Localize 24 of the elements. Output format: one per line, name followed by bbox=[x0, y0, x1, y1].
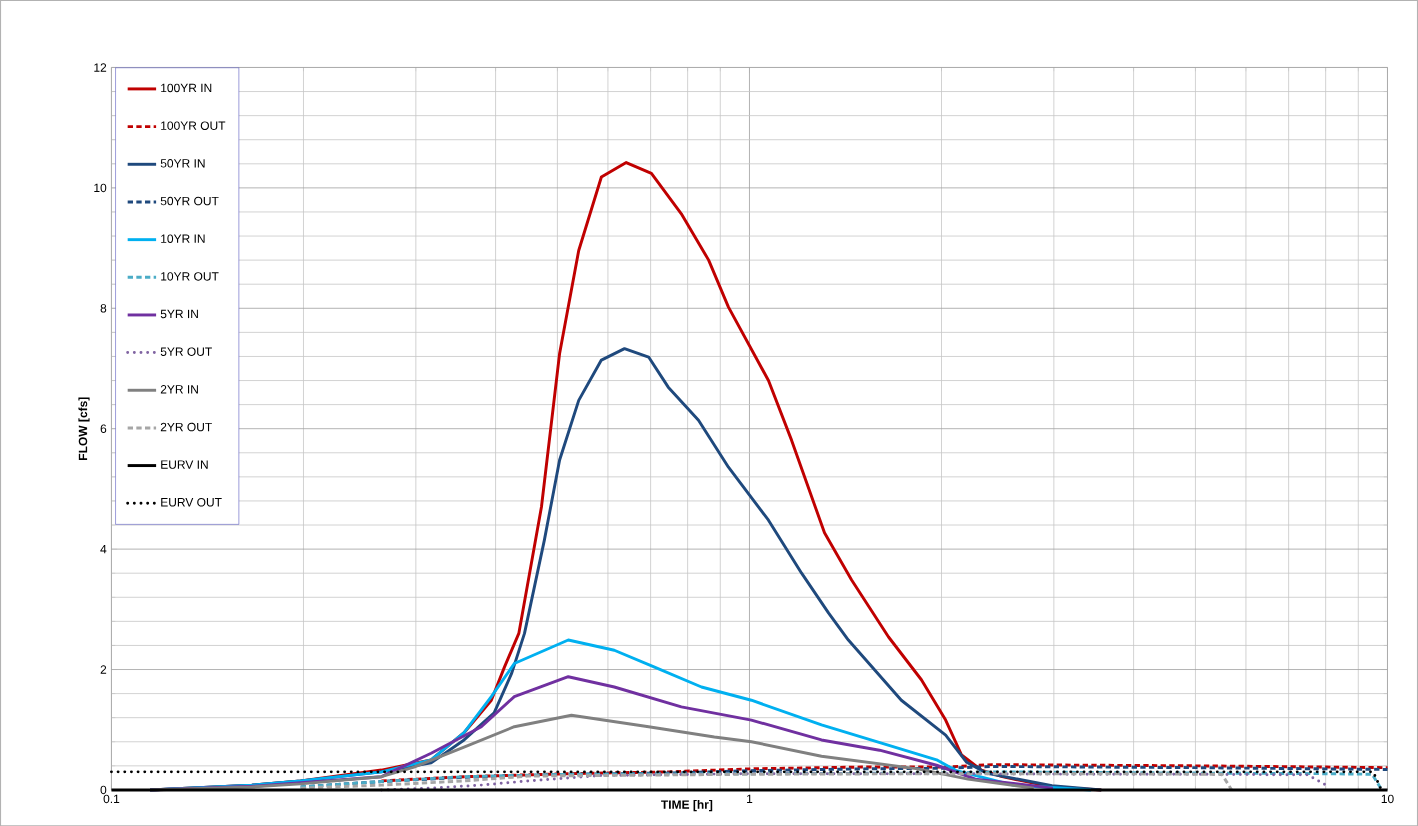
legend-label: EURV OUT bbox=[161, 497, 222, 507]
legend-label: 50YR IN bbox=[160, 158, 205, 168]
legend-label: 2YR OUT bbox=[160, 422, 212, 432]
y-tick-label: 12 bbox=[94, 63, 107, 72]
y-axis-title: FLOW [cfs] bbox=[78, 397, 90, 460]
legend-label: 50YR OUT bbox=[160, 196, 219, 206]
legend-label: 5YR OUT bbox=[160, 347, 212, 356]
y-tick-label: 4 bbox=[100, 544, 107, 554]
x-tick-label: 10 bbox=[1381, 794, 1394, 803]
y-tick-label: 6 bbox=[100, 424, 107, 433]
y-tick-label: 10 bbox=[94, 183, 107, 192]
legend-label: 100YR OUT bbox=[161, 121, 226, 130]
y-tick-label: 0 bbox=[100, 785, 107, 794]
legend-label: 2YR IN bbox=[160, 384, 198, 394]
x-tick-label: 0.1 bbox=[103, 794, 120, 803]
legend-label: EURV IN bbox=[161, 460, 208, 469]
x-axis-title: TIME [hr] bbox=[661, 799, 713, 811]
legend-label: 5YR IN bbox=[160, 309, 198, 318]
y-tick-label: 8 bbox=[100, 303, 107, 313]
y-tick-label: 2 bbox=[100, 665, 107, 674]
legend-label: 10YR IN bbox=[161, 234, 205, 243]
x-tick-label: 1 bbox=[747, 794, 753, 803]
legend-label: 100YR IN bbox=[161, 83, 212, 93]
legend-label: 10YR OUT bbox=[161, 271, 219, 281]
